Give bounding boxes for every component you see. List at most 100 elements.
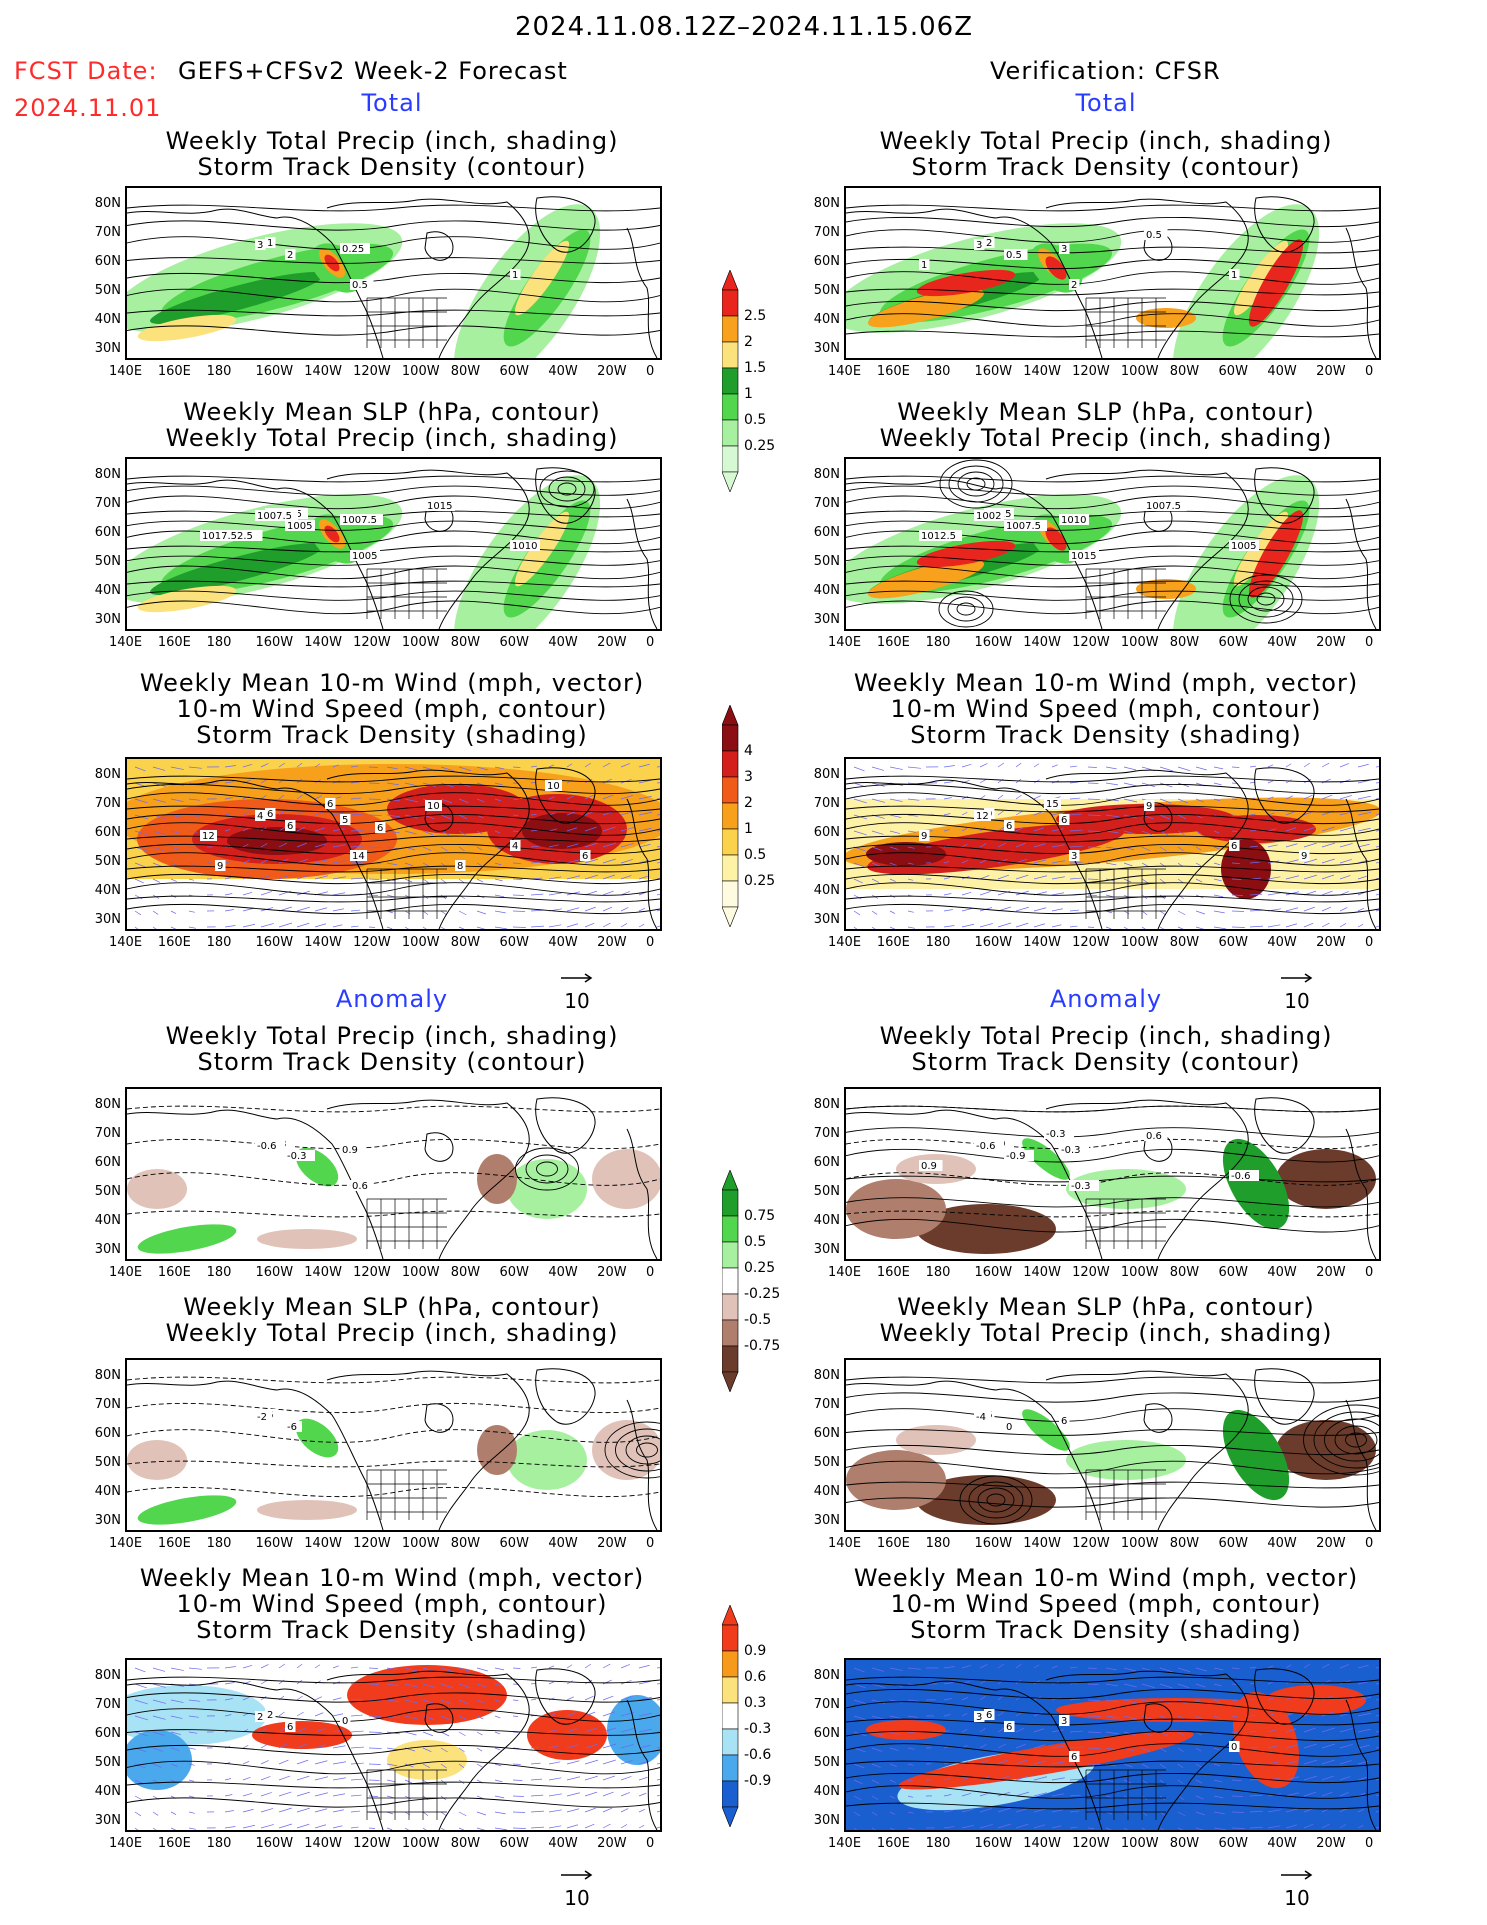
- longitude-tick: 80W: [1169, 1536, 1200, 1551]
- longitude-tick: 160E: [157, 1536, 191, 1551]
- latitude-tick: 30N: [94, 1513, 121, 1528]
- colorbar-label: 2: [744, 334, 753, 350]
- coastlines: [127, 1668, 658, 1830]
- contour-label-bg: [340, 514, 383, 525]
- latitude-tick: 40N: [813, 583, 840, 598]
- contour-label-bg: [974, 810, 991, 821]
- contour-label: -4: [976, 1412, 986, 1423]
- longitude-tick: 140E: [828, 364, 862, 379]
- longitude-tick: 60W: [499, 364, 529, 379]
- section-anomaly-right: Anomaly: [1049, 985, 1163, 1013]
- contour-label: 1: [1231, 270, 1237, 281]
- longitude-tick: 0: [646, 364, 655, 379]
- contour-label: 0.5: [1146, 230, 1162, 241]
- latitude-tick: 80N: [813, 1097, 840, 1112]
- longitude-tick: 140W: [1023, 635, 1061, 650]
- contour-label: -0.3: [287, 1151, 307, 1162]
- colorbar-segment: [721, 1624, 739, 1652]
- longitude-tick: 160E: [876, 1836, 910, 1851]
- contour-label: 0.5: [1006, 250, 1022, 261]
- contour-label: 2: [267, 1710, 273, 1721]
- longitude-tick: 40W: [1267, 1536, 1297, 1551]
- latitude-tick: 70N: [813, 1697, 840, 1712]
- colorbar-label: 0.5: [744, 412, 767, 428]
- anomaly-shading: [846, 1179, 946, 1239]
- latitude-tick: 70N: [94, 496, 121, 511]
- longitude-tick: 120W: [353, 1536, 391, 1551]
- longitude-tick: 160W: [974, 935, 1013, 950]
- contour-label: -2: [257, 1412, 267, 1423]
- contour-lines: [127, 1105, 660, 1218]
- contour-label: 5: [342, 815, 348, 826]
- state-boundaries: [1085, 1469, 1166, 1520]
- longitude-tick: 140W: [304, 935, 342, 950]
- map-canvas: 6-2-6: [127, 1360, 660, 1530]
- longitude-tick: 20W: [597, 635, 627, 650]
- latitude-tick: 40N: [94, 583, 121, 598]
- longitude-tick: 160E: [876, 364, 910, 379]
- contour-label-bg: [1229, 1170, 1259, 1181]
- longitude-tick: 0: [1365, 1836, 1374, 1851]
- contour-label-bg: [1004, 249, 1028, 260]
- longitude-tick: 0: [646, 1836, 655, 1851]
- colorbar-segment: [721, 1676, 739, 1704]
- title-l3-line2: 10-m Wind Speed (mph, contour): [176, 695, 608, 723]
- longitude-tick: 160W: [974, 1265, 1013, 1280]
- section-total-left: Total: [361, 89, 423, 117]
- vector-reference-value: 10: [564, 1886, 590, 1910]
- longitude-tick: 140W: [1023, 1536, 1061, 1551]
- latitude-tick: 40N: [94, 312, 121, 327]
- contour-label-bg: [255, 1411, 272, 1422]
- title-r5-line1: Weekly Mean SLP (hPa, contour): [897, 1293, 1315, 1321]
- colorbar-label: -0.75: [744, 1338, 781, 1354]
- latitude-tick: 80N: [94, 196, 121, 211]
- contour-lines: [846, 475, 1379, 615]
- longitude-tick: 40W: [1267, 1836, 1297, 1851]
- latitude-tick: 60N: [813, 825, 840, 840]
- contour-label: 1007.5: [342, 515, 377, 526]
- precip-core: [514, 511, 570, 587]
- anomaly-shading: [846, 1450, 946, 1510]
- anomaly-shading: [507, 1159, 587, 1219]
- contour-label-bg: [215, 860, 226, 871]
- latitude-tick: 70N: [813, 496, 840, 511]
- longitude-tick: 100W: [1120, 364, 1159, 379]
- precip-core: [1233, 511, 1289, 587]
- contour-label: 1: [921, 260, 927, 271]
- state-boundaries: [366, 297, 447, 348]
- coastlines: [846, 1097, 1377, 1259]
- contour-label-bg: [984, 1709, 995, 1720]
- precip-core: [867, 288, 985, 328]
- contour-label-bg: [919, 830, 930, 841]
- colorbar-segment: [721, 341, 739, 369]
- longitude-tick: 60W: [499, 1265, 529, 1280]
- longitude-tick: 140E: [828, 1265, 862, 1280]
- vector-reference-l6: 10: [552, 1862, 602, 1910]
- anomaly-shading: [916, 1204, 1056, 1254]
- title-l2-line1: Weekly Mean SLP (hPa, contour): [183, 398, 601, 426]
- contour-label: 0.25: [342, 244, 364, 255]
- vector-reference-value: 10: [564, 989, 590, 1013]
- colorbar-segment: [721, 776, 739, 804]
- longitude-tick: 100W: [401, 364, 440, 379]
- title-r4-line2: Storm Track Density (contour): [911, 1048, 1301, 1076]
- colorbar-graphic: [721, 704, 739, 928]
- contour-label: 6: [267, 809, 273, 820]
- contour-label-bg: [255, 239, 266, 250]
- colorbar-label: 0.75: [744, 1208, 776, 1224]
- anomaly-shading: [1066, 1440, 1186, 1480]
- title-r5-line2: Weekly Total Precip (inch, shading): [879, 1319, 1333, 1347]
- contour-label: 1: [512, 270, 518, 281]
- map-verification-slp-precip-anomaly: 6-406: [844, 1358, 1381, 1532]
- longitude-tick: 120W: [353, 1836, 391, 1851]
- contour-label: 0: [1231, 1742, 1237, 1753]
- latitude-tick: 70N: [94, 1397, 121, 1412]
- colorbar-label: -0.6: [744, 1747, 772, 1763]
- map-canvas: -0.9-0.6-0.9-0.3-0.3-0.60.90.6-0.3: [846, 1089, 1379, 1259]
- contour-label: 1015: [427, 501, 452, 512]
- latitude-tick: 40N: [94, 1213, 121, 1228]
- latitude-tick: 50N: [94, 283, 121, 298]
- contour-label: 8: [457, 861, 463, 872]
- contour-label: 2: [257, 1712, 263, 1723]
